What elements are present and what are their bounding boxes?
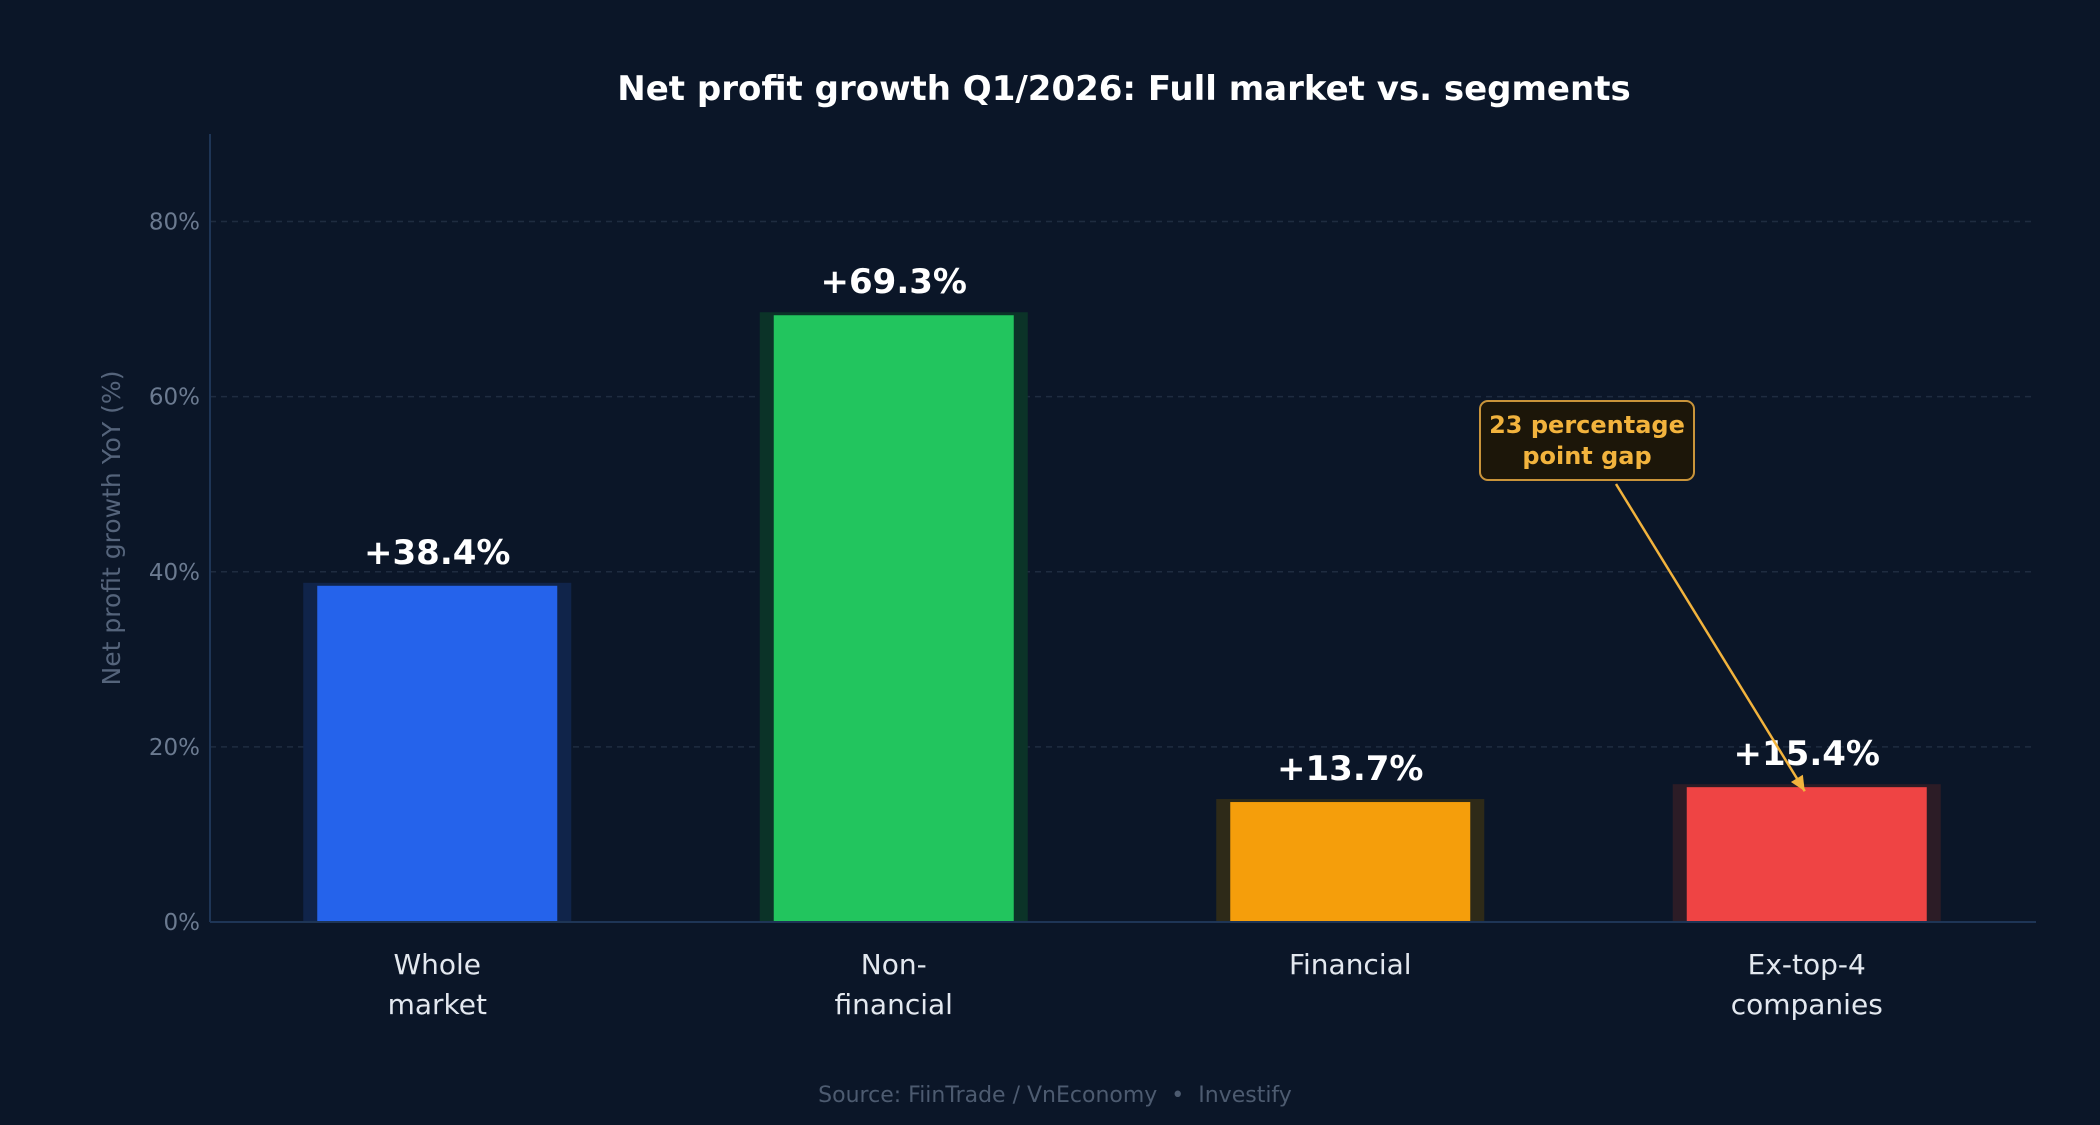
- source-note: Source: FiinTrade / VnEconomy • Investif…: [818, 1083, 1292, 1108]
- x-tick-label: Non-financial: [835, 948, 953, 1021]
- annotation-arrowhead: [1790, 774, 1805, 792]
- bar: [773, 315, 1014, 922]
- bar: [1686, 787, 1927, 922]
- grid-layer: [210, 220, 2036, 748]
- y-axis-title: Net profit growth YoY (%): [97, 371, 126, 686]
- label-layer: +38.4% Whole market +69.3% Non-financial +13.…: [364, 262, 1883, 1021]
- annotation-arrow: [1614, 483, 1806, 792]
- chart-title: Net profit growth Q1/2026: Full market v…: [617, 69, 1630, 109]
- bar-value-label: +15.4%: [1734, 734, 1880, 774]
- annotation-text: 23 percentage point gap: [1489, 411, 1685, 470]
- bar-value-label: +13.7%: [1277, 749, 1423, 789]
- annotation-box: [1479, 400, 1695, 481]
- y-tick-label: 40%: [149, 560, 200, 586]
- y-tick-label: 20%: [149, 735, 200, 761]
- y-tick-label: 0%: [164, 910, 201, 936]
- bar-value-label: +69.3%: [821, 262, 967, 302]
- bar-layer: [303, 312, 1941, 922]
- y-tick-label: 80%: [149, 210, 200, 236]
- bar-value-label: +38.4%: [364, 533, 510, 573]
- annotation-layer: 23 percentage point gap: [1479, 400, 1806, 792]
- x-tick-label: Ex-top-4 companies: [1731, 948, 1883, 1021]
- x-tick-label: Financial: [1289, 948, 1412, 981]
- axis-layer: 0% 20% 40% 60% 80% Net profit growth YoY (%): [97, 134, 2036, 936]
- y-tick-label: 60%: [149, 385, 200, 411]
- bar: [317, 585, 558, 922]
- x-tick-label: Whole market: [388, 948, 487, 1021]
- bar: [1230, 802, 1471, 922]
